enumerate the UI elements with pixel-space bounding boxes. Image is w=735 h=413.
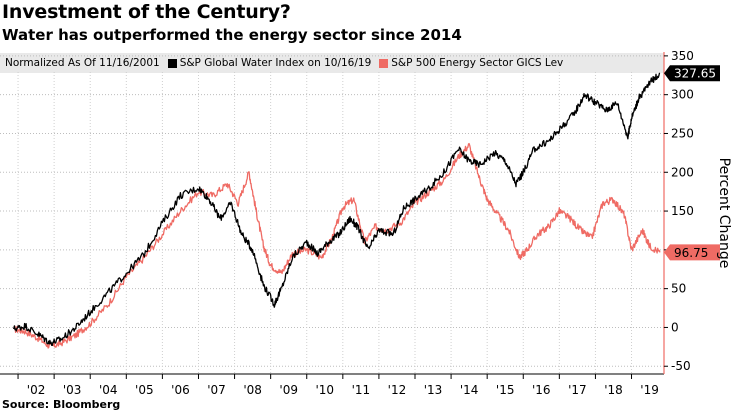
end-value-labels: 327.65 96.75: [664, 65, 720, 261]
y-tick-label: 50: [671, 282, 686, 296]
x-tick-label: '16: [532, 383, 551, 397]
legend-label-water: S&P Global Water Index on 10/16/19: [179, 57, 372, 69]
series-line-energy: [13, 142, 661, 349]
x-tick-label: '14: [460, 383, 479, 397]
end-label-energy: 96.75: [664, 244, 720, 261]
end-label-box: [664, 65, 720, 82]
x-tick-label: '10: [315, 383, 334, 397]
x-tick-label: '15: [496, 383, 515, 397]
chart-subtitle: Water has outperformed the energy sector…: [2, 26, 462, 44]
end-label-water: 327.65: [664, 65, 720, 82]
y-tick-label: 0: [671, 320, 679, 334]
series-line-water: [13, 72, 661, 347]
legend-swatch-energy: [379, 58, 389, 68]
source-note: Source: Bloomberg: [2, 398, 121, 411]
x-tick-label: '02: [27, 383, 46, 397]
x-tick-label: '18: [604, 383, 623, 397]
y-tick-label: 250: [671, 126, 694, 140]
x-tick-label: '05: [135, 383, 154, 397]
y-tick-label: -50: [671, 359, 691, 373]
x-tick-labels: '02 '03 '04 '05 '06 '07 '08 '09 '10 '11 '12 '13 '14 '…: [17, 374, 659, 397]
x-tick-label: '07: [207, 383, 226, 397]
grid-lines: [0, 55, 664, 374]
x-tick-label: '04: [99, 383, 118, 397]
series-lines: [13, 72, 661, 349]
x-tick-label: '08: [243, 383, 262, 397]
legend-label-energy: S&P 500 Energy Sector GICS Lev: [391, 57, 564, 69]
legend-normalization-note: Normalized As Of 11/16/2001: [5, 57, 160, 69]
x-tick-label: '13: [424, 383, 443, 397]
end-label-box: [664, 244, 720, 261]
legend-swatch-water: [167, 58, 177, 68]
y-tick-label: 150: [671, 204, 694, 218]
y-axis-label: Percent Change: [716, 158, 732, 269]
x-tick-label: '12: [388, 383, 407, 397]
end-label-value: 96.75: [674, 246, 708, 260]
y-tick-label: 350: [671, 49, 694, 63]
y-tick-label: 300: [671, 88, 694, 102]
x-tick-label: '03: [63, 383, 82, 397]
x-tick-label: '09: [279, 383, 298, 397]
end-label-value: 327.65: [674, 67, 716, 81]
x-tick-label: '06: [171, 383, 190, 397]
chart-legend: Normalized As Of 11/16/2001 S&P Global W…: [0, 53, 664, 73]
chart-title: Investment of the Century?: [2, 1, 291, 23]
x-tick-label: '19: [640, 383, 659, 397]
x-tick-label: '11: [352, 383, 371, 397]
y-tick-label: 200: [671, 165, 694, 179]
x-tick-label: '17: [568, 383, 587, 397]
y-tick-labels: -50050100150200250300350: [664, 49, 694, 373]
